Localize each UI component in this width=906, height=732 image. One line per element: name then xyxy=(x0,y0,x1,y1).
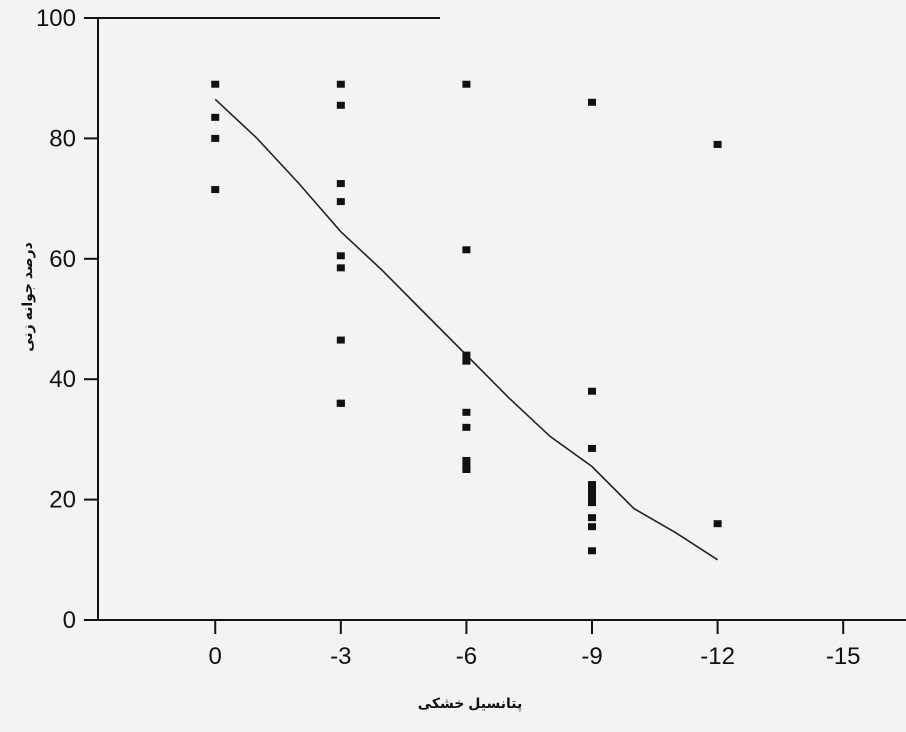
data-point xyxy=(713,140,722,148)
y-tick-label: 0 xyxy=(63,607,76,634)
points-layer xyxy=(211,80,722,555)
x-tick-label: 0 xyxy=(209,643,222,670)
ticks: 0 20 40 60 80 100 0 -3 -6 -9 -12 -15 xyxy=(36,5,861,670)
trend-line xyxy=(214,98,719,561)
data-point xyxy=(336,80,345,88)
data-point xyxy=(336,198,345,206)
x-tick-label: -15 xyxy=(826,643,861,670)
data-point xyxy=(462,423,471,431)
y-tick-label: 80 xyxy=(49,125,76,152)
data-point xyxy=(336,101,345,109)
data-point xyxy=(462,357,471,365)
data-point xyxy=(588,487,597,495)
data-point xyxy=(462,466,471,473)
data-point xyxy=(588,499,597,507)
data-point xyxy=(336,264,345,272)
data-point xyxy=(588,387,597,395)
data-point xyxy=(713,520,722,528)
data-point xyxy=(462,246,471,254)
data-point xyxy=(211,134,220,142)
data-point xyxy=(588,514,597,522)
y-tick-label: 40 xyxy=(49,366,76,393)
x-tick-label: -12 xyxy=(700,643,735,670)
data-point xyxy=(336,252,345,260)
trend-line-layer xyxy=(214,98,719,561)
x-tick-label: -6 xyxy=(456,643,477,670)
y-tick-label: 20 xyxy=(49,487,76,514)
y-tick-label: 60 xyxy=(49,246,76,273)
data-point xyxy=(588,98,597,106)
data-point xyxy=(588,547,597,555)
data-point xyxy=(211,80,220,88)
data-point xyxy=(462,456,471,464)
data-point xyxy=(336,399,345,407)
data-point xyxy=(462,408,471,416)
data-point xyxy=(462,80,471,88)
x-tick-label: -9 xyxy=(581,643,602,670)
data-point xyxy=(211,113,220,121)
data-point xyxy=(336,180,345,188)
y-tick-label: 100 xyxy=(36,5,76,32)
data-point xyxy=(588,481,597,489)
data-point xyxy=(588,523,597,531)
data-point xyxy=(588,493,597,501)
x-tick-label: -3 xyxy=(330,643,351,670)
data-point xyxy=(211,186,220,194)
axes xyxy=(97,17,906,621)
data-point xyxy=(462,351,471,359)
x-axis-title: پتانسیل خشکی xyxy=(418,695,522,712)
data-point xyxy=(588,444,597,452)
data-point xyxy=(336,336,345,344)
y-axis-title: درصد جوانه زنی xyxy=(19,242,36,352)
